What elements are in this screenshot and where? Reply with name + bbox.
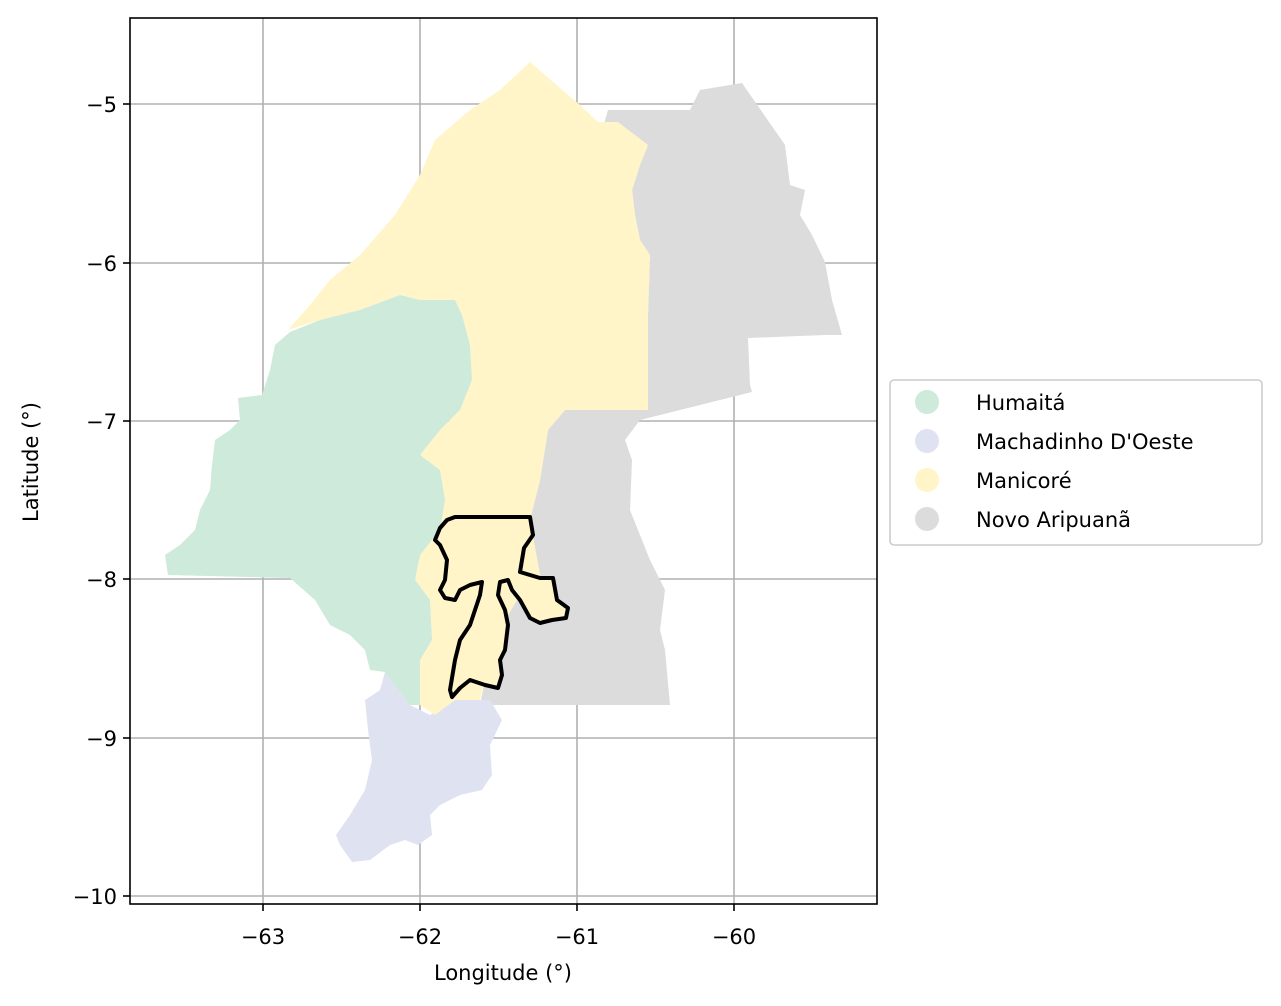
- x-axis-title: Longitude (°): [434, 961, 572, 985]
- x-tick-label: −62: [398, 925, 442, 949]
- legend-marker-manicore: [915, 468, 939, 492]
- x-tick-label: −63: [241, 925, 285, 949]
- highlight-outline: [433, 515, 570, 699]
- x-tick-label: −60: [712, 925, 756, 949]
- axes-frame: [129, 17, 878, 905]
- legend-marker-humaita: [915, 390, 939, 414]
- legend: Humaitá Machadinho D'Oeste Manicoré Novo…: [889, 379, 1263, 546]
- legend-label-machadinho: Machadinho D'Oeste: [976, 430, 1194, 454]
- y-tick-label: −8: [86, 568, 117, 592]
- y-tick-label: −7: [86, 410, 117, 434]
- region-manicore: [288, 62, 650, 715]
- region-humaita: [165, 295, 472, 705]
- x-tick-labels: −63 −62 −61 −60: [241, 925, 756, 949]
- y-tick-label: −9: [86, 727, 117, 751]
- y-tick-label: −6: [86, 252, 117, 276]
- legend-label-humaita: Humaitá: [976, 391, 1065, 415]
- x-tick-label: −61: [555, 925, 599, 949]
- map-regions: [165, 62, 842, 862]
- legend-label-novo-aripuana: Novo Aripuanã: [976, 508, 1131, 532]
- region-novo-aripuana: [480, 83, 842, 705]
- y-tick-label: −5: [86, 93, 117, 117]
- legend-label-manicore: Manicoré: [976, 469, 1072, 493]
- legend-marker-novo-aripuana: [915, 507, 939, 531]
- y-axis-title: Latitude (°): [19, 402, 43, 522]
- legend-marker-machadinho: [915, 429, 939, 453]
- legend-box: [889, 379, 1263, 546]
- highlight-area: [433, 515, 570, 699]
- y-tick-labels: −5 −6 −7 −8 −9 −10: [73, 93, 117, 909]
- y-tick-label: −10: [73, 885, 117, 909]
- region-machadinho-doeste: [336, 672, 502, 862]
- axis-ticks: [123, 103, 735, 911]
